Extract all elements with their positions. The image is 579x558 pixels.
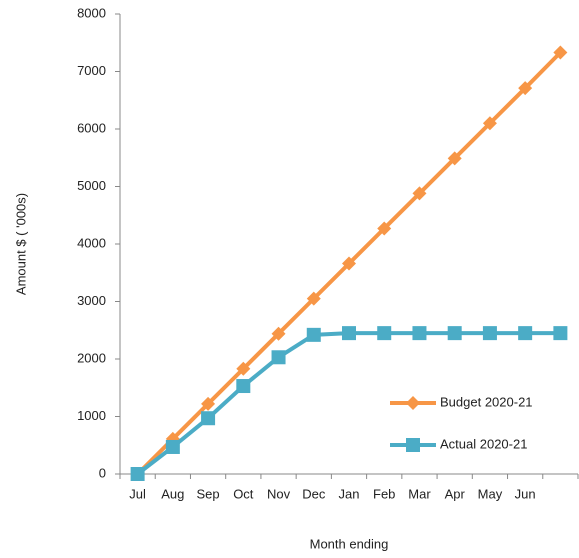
data-point — [518, 326, 533, 341]
x-tick-label: Dec — [302, 486, 326, 501]
data-point — [236, 361, 251, 376]
y-tick-label: 3000 — [77, 293, 106, 308]
y-tick-label: 5000 — [77, 178, 106, 193]
x-tick-label: Mar — [408, 486, 431, 501]
y-tick-label: 2000 — [77, 350, 106, 365]
x-tick-label: Nov — [267, 486, 291, 501]
data-point — [553, 326, 568, 341]
y-axis-label: Amount $ ( '000s) — [13, 193, 28, 295]
legend-label: Actual 2020-21 — [440, 436, 527, 451]
data-point — [342, 256, 356, 271]
data-point — [518, 81, 533, 96]
x-tick-label: Apr — [445, 486, 466, 501]
y-tick-label: 4000 — [77, 235, 106, 250]
x-tick-label: Jul — [129, 486, 146, 501]
legend-marker — [406, 396, 420, 410]
data-point — [377, 221, 392, 236]
x-axis-label: Month ending — [310, 536, 389, 551]
x-tick-label: Oct — [233, 486, 254, 501]
data-point — [447, 326, 462, 341]
data-point — [236, 379, 251, 394]
y-tick-label: 8000 — [77, 5, 106, 20]
data-point — [201, 411, 216, 426]
data-point — [553, 45, 568, 60]
data-point — [482, 116, 497, 131]
data-point — [306, 327, 321, 342]
x-tick-label: Feb — [373, 486, 395, 501]
data-point — [306, 291, 321, 306]
data-point — [165, 439, 180, 454]
data-point — [412, 186, 427, 201]
y-tick-label: 6000 — [77, 120, 106, 135]
data-point — [201, 396, 216, 411]
x-tick-label: Aug — [161, 486, 184, 501]
x-tick-label: May — [478, 486, 503, 501]
data-point — [377, 326, 392, 341]
data-point — [447, 151, 462, 166]
data-point — [482, 326, 497, 341]
x-tick-label: Jan — [339, 486, 360, 501]
y-tick-label: 0 — [99, 465, 106, 480]
legend-marker — [406, 438, 420, 452]
data-point — [412, 326, 427, 341]
data-point — [342, 326, 356, 341]
data-point — [271, 350, 286, 365]
data-point — [130, 467, 145, 481]
y-tick-label: 1000 — [77, 408, 106, 423]
x-tick-label: Jun — [515, 486, 536, 501]
data-point — [271, 326, 286, 341]
y-tick-label: 7000 — [77, 63, 106, 78]
x-tick-label: Sep — [197, 486, 220, 501]
legend-label: Budget 2020-21 — [440, 394, 533, 409]
